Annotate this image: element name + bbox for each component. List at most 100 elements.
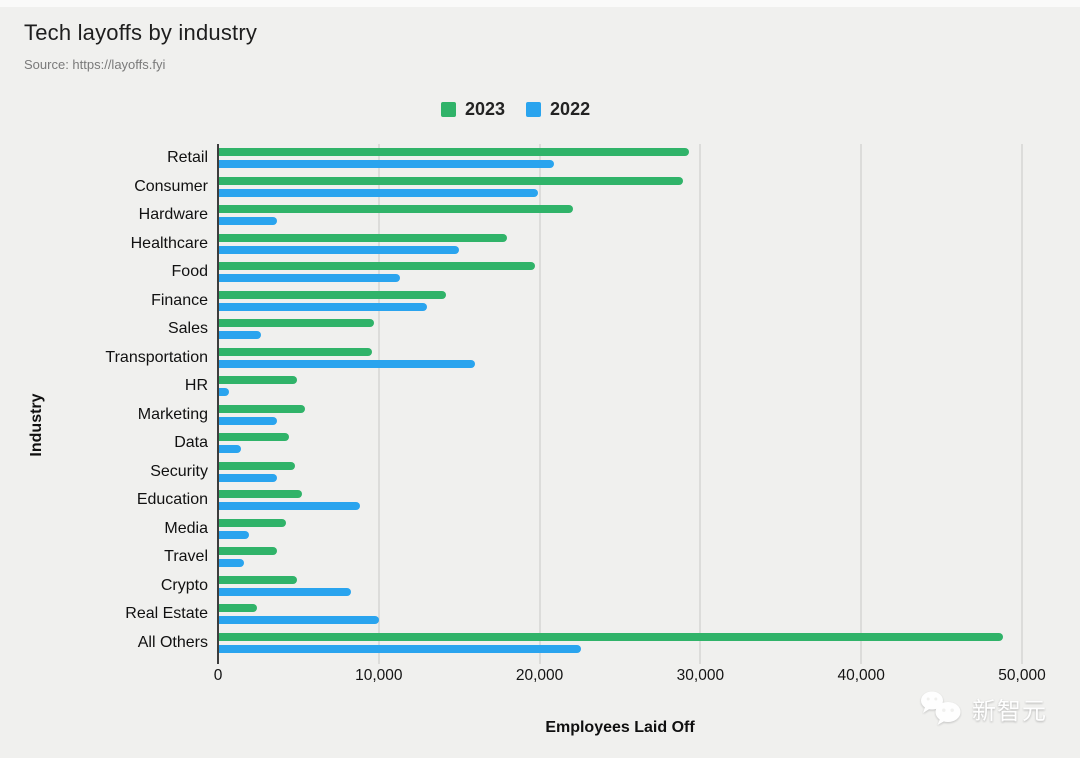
bar-2022: [218, 445, 241, 454]
bar-2023: [218, 233, 508, 242]
bar-2022: [218, 644, 582, 653]
bar-2022: [218, 559, 244, 568]
y-axis-line: [217, 144, 219, 664]
chart-row-education: [218, 486, 1022, 515]
bar-2022: [218, 160, 555, 169]
legend-label: 2023: [465, 99, 506, 119]
chart-title: Tech layoffs by industry: [24, 20, 258, 45]
bar-2023: [218, 518, 286, 527]
category-label: Consumer: [134, 177, 208, 195]
x-tick-label: 40,000: [837, 667, 885, 684]
category-label: Security: [150, 462, 208, 480]
bar-2022: [218, 217, 278, 226]
category-label: Hardware: [138, 206, 208, 224]
category-label: Travel: [164, 548, 208, 566]
legend-swatch-2022: [526, 102, 542, 117]
chart-row-healthcare: [218, 230, 1022, 259]
bar-2023: [218, 575, 297, 584]
top-strip: [0, 0, 1080, 7]
y-axis-title: Industry: [28, 393, 45, 457]
rows-layer: [218, 144, 1022, 657]
legend-item-2022: 2022: [526, 99, 590, 120]
gridline: [539, 144, 541, 664]
chart-row-food: [218, 258, 1022, 287]
bar-2023: [218, 433, 289, 442]
chart-row-media: [218, 515, 1022, 544]
chart-source: Source: https://layoffs.fyi: [24, 57, 166, 72]
watermark-text: 新智元: [972, 697, 1047, 725]
bar-2023: [218, 547, 278, 556]
bar-2023: [218, 205, 574, 214]
gridline: [1021, 144, 1023, 664]
legend: 2023 2022: [441, 99, 590, 120]
bar-2022: [218, 473, 278, 482]
x-tick-label: 30,000: [676, 667, 725, 684]
bar-2023: [218, 404, 305, 413]
bar-2022: [218, 302, 428, 311]
x-tick-label: 50,000: [998, 667, 1046, 684]
bar-2022: [218, 188, 538, 197]
legend-label: 2022: [550, 99, 591, 119]
bar-2023: [218, 148, 690, 157]
chart-row-hr: [218, 372, 1022, 401]
bar-2022: [218, 359, 476, 368]
bar-2022: [218, 388, 230, 397]
category-label: Crypto: [160, 576, 208, 594]
bar-2022: [218, 416, 278, 425]
category-label: Sales: [167, 320, 208, 338]
gridline: [860, 144, 862, 664]
x-tick-label: 20,000: [515, 667, 564, 684]
x-tick-label: 10,000: [355, 667, 403, 684]
chart-row-marketing: [218, 401, 1022, 430]
bar-2022: [218, 245, 460, 254]
category-label: Retail: [167, 149, 208, 167]
bar-2022: [218, 502, 360, 511]
chart-row-crypto: [218, 572, 1022, 601]
watermark: 新智元: [918, 690, 1047, 726]
bar-2023: [218, 461, 296, 470]
category-label: Finance: [151, 291, 208, 309]
x-axis-title: Employees Laid Off: [545, 719, 695, 736]
bar-2022: [218, 331, 262, 340]
gridline: [378, 144, 380, 664]
wechat-icon: [921, 691, 961, 725]
category-label: Education: [136, 491, 208, 509]
chart-row-real-estate: [218, 600, 1022, 629]
bar-2023: [218, 319, 374, 328]
chart-row-transportation: [218, 344, 1022, 373]
gridline: [699, 144, 701, 664]
category-label: Food: [171, 263, 208, 281]
bar-2022: [218, 274, 400, 283]
bar-2023: [218, 347, 373, 356]
chart-row-travel: [218, 543, 1022, 572]
legend-swatch-2023: [441, 102, 456, 117]
chart-row-sales: [218, 315, 1022, 344]
bar-2023: [218, 176, 683, 185]
x-tick-label: 0: [213, 667, 223, 684]
category-label: Data: [174, 434, 208, 452]
bar-2023: [218, 290, 447, 299]
bar-2023: [218, 604, 257, 613]
category-label: HR: [184, 377, 208, 395]
category-label: Healthcare: [130, 234, 208, 252]
category-label: Marketing: [137, 405, 208, 423]
plot-area: [217, 144, 1023, 664]
chart-row-all-others: [218, 629, 1022, 658]
chart-row-finance: [218, 287, 1022, 316]
category-label: Media: [164, 519, 208, 537]
x-axis-ticks: 0 10,000 20,000 30,000 40,000 50,000: [214, 667, 1046, 689]
bar-2022: [218, 587, 352, 596]
category-label: Transportation: [105, 348, 208, 366]
bar-chart: Retail Consumer Hardware Healthcare Food Fina…: [0, 144, 1080, 664]
chart-row-retail: [218, 144, 1022, 173]
bar-2023: [218, 262, 535, 271]
chart-row-consumer: [218, 173, 1022, 202]
legend-item-2023: 2023: [441, 99, 505, 120]
bar-2023: [218, 632, 1003, 641]
bar-2022: [218, 616, 379, 625]
chart-row-security: [218, 458, 1022, 487]
bar-2023: [218, 490, 302, 499]
chart-row-data: [218, 429, 1022, 458]
category-label: All Others: [137, 633, 208, 651]
